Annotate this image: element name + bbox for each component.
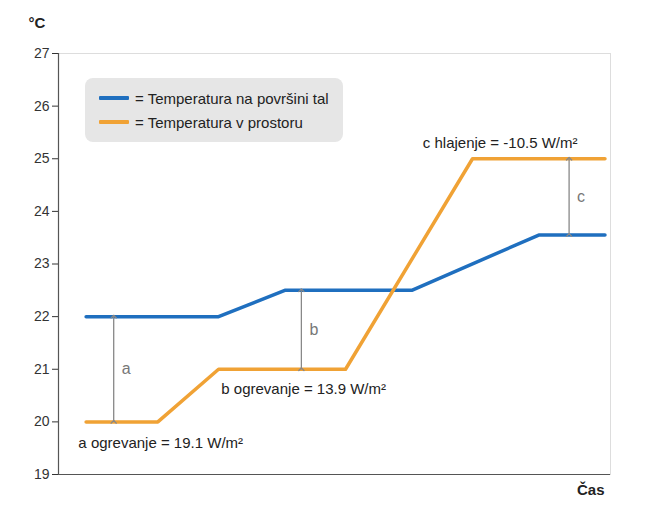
- svg-text:Čas: Čas: [577, 481, 605, 498]
- html-text:= Temperatura v prostoru: = Temperatura v prostoru: [135, 113, 303, 131]
- svg-text:19: 19: [34, 466, 50, 482]
- svg-text:20: 20: [34, 413, 50, 429]
- svg-text:°C: °C: [29, 14, 46, 31]
- svg-text:26: 26: [34, 98, 50, 114]
- svg-text:27: 27: [34, 45, 50, 61]
- svg-text:25: 25: [34, 150, 50, 166]
- svg-text:23: 23: [34, 255, 50, 271]
- svg-text:b ogrevanje = 13.9 W/m²: b ogrevanje = 13.9 W/m²: [221, 380, 386, 397]
- svg-text:21: 21: [34, 361, 50, 377]
- svg-text:a ogrevanje = 19.1 W/m²: a ogrevanje = 19.1 W/m²: [78, 434, 243, 451]
- svg-text:22: 22: [34, 308, 50, 324]
- svg-text:c: c: [577, 188, 585, 205]
- svg-text:24: 24: [34, 203, 50, 219]
- svg-text:a: a: [122, 360, 131, 377]
- svg-text:c hlajenje = -10.5 W/m²: c hlajenje = -10.5 W/m²: [423, 134, 578, 151]
- svg-text:b: b: [309, 321, 318, 338]
- html-text:= Temperatura na površini tal: = Temperatura na površini tal: [135, 89, 329, 107]
